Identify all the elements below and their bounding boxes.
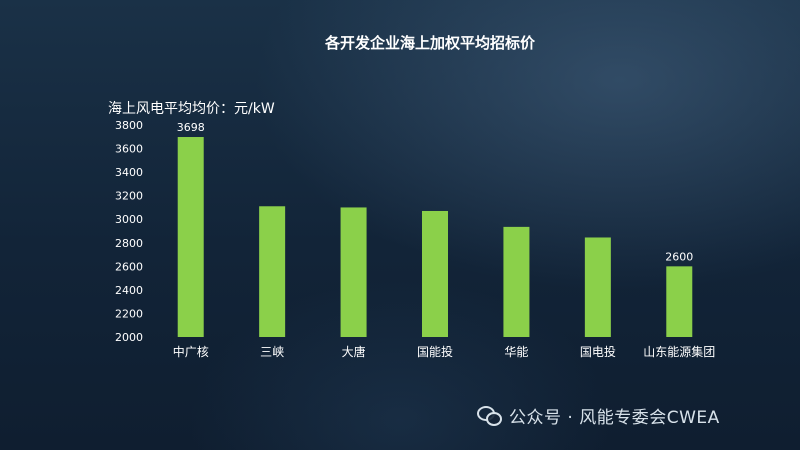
y-tick-label: 2000 bbox=[115, 331, 143, 344]
watermark: 公众号 · 风能专委会CWEA bbox=[477, 400, 720, 430]
data-label: 2600 bbox=[665, 250, 693, 263]
y-tick-label: 2800 bbox=[115, 237, 143, 250]
y-tick-label: 3000 bbox=[115, 213, 143, 226]
y-axis-label: 海上风电平均均价：元/kW bbox=[108, 101, 275, 117]
y-axis-ticks: 2000 2200 2400 2600 2800 3000 3200 3400 3600 3800 bbox=[115, 119, 143, 344]
y-tick-label: 2400 bbox=[115, 284, 143, 297]
x-tick-label: 三峡 bbox=[260, 345, 284, 359]
x-tick-label: 华能 bbox=[504, 345, 528, 359]
bar bbox=[503, 226, 530, 337]
y-tick-label: 3800 bbox=[115, 119, 143, 132]
x-tick-label: 大唐 bbox=[342, 344, 366, 359]
x-axis-ticks: 中广核 三峡 大唐 国能投 华能 国电投 山东能源集团 bbox=[173, 344, 716, 359]
y-tick-label: 2600 bbox=[115, 260, 143, 273]
y-tick-label: 2200 bbox=[115, 307, 143, 320]
bars-group bbox=[177, 137, 693, 337]
watermark-text: 公众号 · 风能专委会CWEA bbox=[509, 407, 720, 428]
x-tick-label: 国能投 bbox=[417, 344, 453, 359]
y-tick-label: 3200 bbox=[115, 190, 143, 203]
x-tick-label: 山东能源集团 bbox=[643, 344, 715, 359]
bar bbox=[177, 137, 204, 337]
x-tick-label: 国电投 bbox=[580, 344, 616, 359]
bar bbox=[584, 237, 611, 337]
bar bbox=[340, 207, 367, 337]
data-label: 3698 bbox=[177, 121, 205, 134]
bar bbox=[666, 266, 693, 337]
y-tick-label: 3600 bbox=[115, 143, 143, 156]
y-tick-label: 3400 bbox=[115, 166, 143, 179]
data-labels: 3698 2600 bbox=[177, 121, 694, 263]
chart-title: 各开发企业海上加权平均招标价 bbox=[324, 34, 536, 52]
bar bbox=[422, 210, 448, 337]
x-tick-label: 中广核 bbox=[173, 344, 209, 359]
wechat-icon bbox=[477, 405, 502, 426]
bar bbox=[259, 206, 286, 337]
